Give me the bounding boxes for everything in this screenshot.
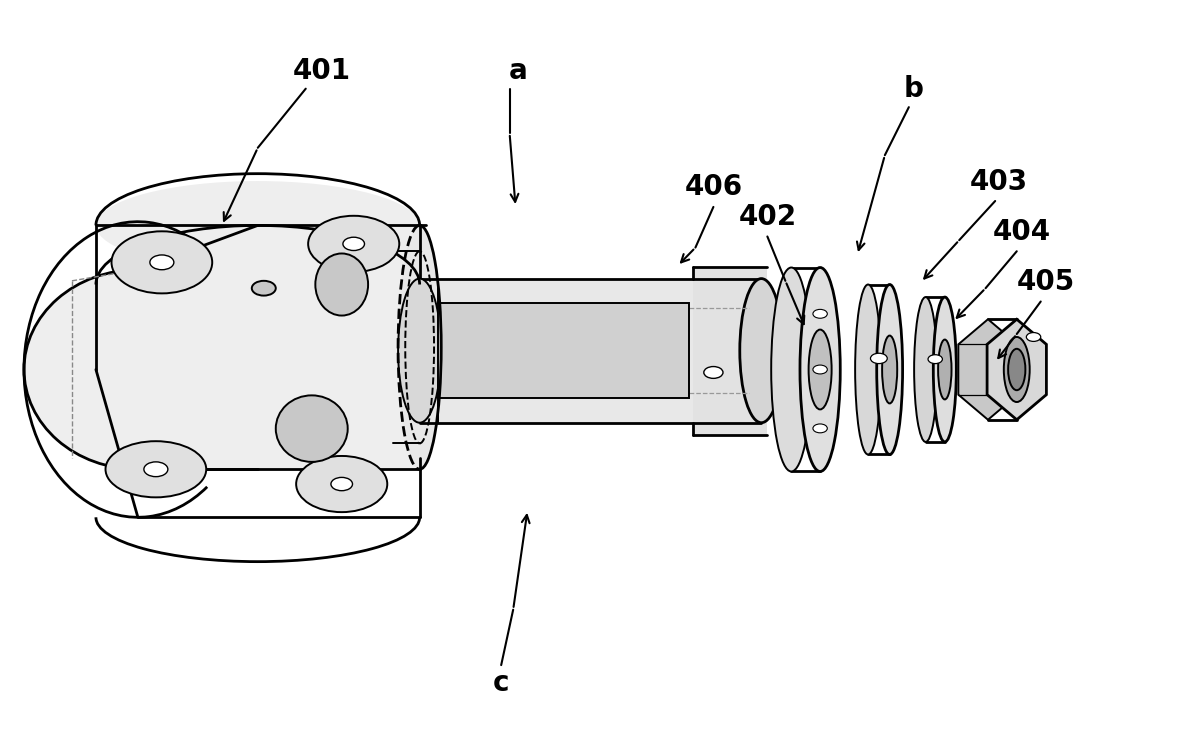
Polygon shape [438, 303, 689, 398]
Ellipse shape [1008, 349, 1025, 390]
Ellipse shape [914, 297, 938, 442]
Text: 402: 402 [739, 202, 796, 231]
Text: c: c [493, 669, 510, 697]
Ellipse shape [106, 441, 206, 497]
Text: 401: 401 [293, 57, 350, 85]
Ellipse shape [315, 253, 368, 316]
Polygon shape [420, 279, 761, 423]
Ellipse shape [813, 424, 827, 433]
Polygon shape [987, 319, 1047, 420]
Ellipse shape [800, 268, 840, 471]
Ellipse shape [882, 336, 897, 403]
Ellipse shape [150, 255, 174, 270]
Text: 404: 404 [993, 218, 1050, 246]
Ellipse shape [1026, 333, 1041, 341]
Polygon shape [138, 225, 420, 469]
Ellipse shape [398, 279, 441, 423]
Ellipse shape [331, 477, 353, 491]
Ellipse shape [870, 353, 887, 364]
Ellipse shape [1004, 337, 1030, 402]
Ellipse shape [252, 281, 276, 296]
Ellipse shape [813, 365, 827, 374]
Ellipse shape [876, 285, 903, 454]
Ellipse shape [813, 310, 827, 319]
Text: 403: 403 [970, 168, 1028, 196]
Ellipse shape [704, 367, 723, 378]
Text: a: a [508, 57, 528, 85]
Ellipse shape [343, 237, 364, 251]
Text: 405: 405 [1017, 268, 1074, 296]
Text: b: b [904, 75, 923, 103]
Polygon shape [958, 319, 1018, 420]
Ellipse shape [938, 340, 952, 400]
Ellipse shape [276, 395, 348, 462]
Ellipse shape [398, 225, 441, 469]
Ellipse shape [933, 297, 957, 442]
Ellipse shape [808, 330, 832, 409]
Ellipse shape [112, 231, 212, 293]
Ellipse shape [96, 181, 420, 270]
Ellipse shape [308, 216, 399, 272]
Ellipse shape [855, 285, 881, 454]
Ellipse shape [144, 462, 168, 477]
Ellipse shape [928, 355, 942, 364]
Ellipse shape [296, 456, 387, 512]
Text: 406: 406 [685, 173, 742, 201]
Ellipse shape [740, 279, 783, 423]
Ellipse shape [24, 270, 252, 469]
Polygon shape [693, 267, 767, 435]
Ellipse shape [771, 268, 812, 471]
